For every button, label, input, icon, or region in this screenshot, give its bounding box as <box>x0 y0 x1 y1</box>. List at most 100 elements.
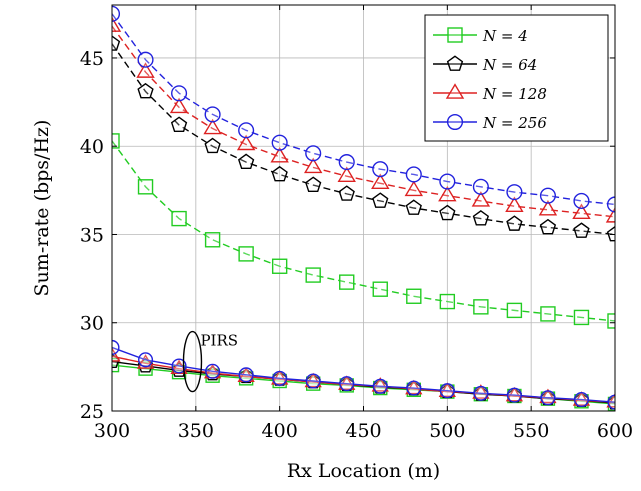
data-point <box>270 147 289 163</box>
data-point <box>438 185 457 202</box>
series-line <box>112 25 615 218</box>
data-point <box>540 390 556 406</box>
data-point <box>169 97 189 114</box>
data-point <box>539 388 557 404</box>
data-point <box>471 191 491 207</box>
data-point <box>473 385 489 401</box>
data-point <box>112 35 121 51</box>
legend-entry: N = 128 <box>433 83 547 103</box>
data-point <box>372 281 388 297</box>
data-point <box>439 293 456 310</box>
y-axis-label: Sum-rate (bps/Hz) <box>31 120 53 297</box>
data-point <box>170 116 188 132</box>
series-line <box>112 346 615 403</box>
data-point <box>446 55 464 71</box>
data-point <box>112 357 120 373</box>
series-1 <box>112 35 615 242</box>
y-tick-label: 45 <box>80 48 104 70</box>
data-point <box>138 352 154 368</box>
annotations: PIRS <box>182 330 238 393</box>
legend-label: N = 256 <box>482 114 547 132</box>
x-tick-label: 550 <box>513 420 549 442</box>
x-tick-label: 300 <box>94 420 130 442</box>
data-point <box>339 376 355 392</box>
data-point <box>372 161 389 178</box>
data-point <box>472 384 490 399</box>
data-point <box>539 187 556 204</box>
data-point <box>171 85 188 102</box>
data-point <box>339 274 355 290</box>
series-line <box>112 43 615 236</box>
legend-entry: N = 4 <box>433 27 528 45</box>
data-point <box>305 373 321 389</box>
data-point <box>338 154 355 171</box>
series-line <box>112 140 615 322</box>
data-point <box>303 157 323 174</box>
data-point <box>171 210 187 227</box>
y-tick-label: 35 <box>80 224 104 246</box>
data-point <box>137 82 154 99</box>
data-point <box>573 309 590 326</box>
data-point <box>406 380 422 396</box>
series-7 <box>112 339 615 410</box>
data-point <box>203 118 222 135</box>
data-point <box>404 180 424 197</box>
data-point <box>136 62 155 78</box>
data-point <box>372 378 388 394</box>
data-point <box>338 185 355 201</box>
data-point <box>112 16 122 32</box>
data-point <box>112 133 120 149</box>
x-tick-label: 500 <box>429 420 465 442</box>
data-point <box>205 363 221 379</box>
data-point <box>506 302 523 319</box>
data-point <box>505 196 524 212</box>
data-point <box>305 145 322 162</box>
data-point <box>606 393 615 408</box>
y-tick-label: 25 <box>80 401 104 423</box>
data-point <box>271 165 288 182</box>
data-point <box>371 173 390 190</box>
data-point <box>171 358 187 374</box>
data-point <box>539 218 557 235</box>
data-point <box>573 192 590 209</box>
data-point <box>112 347 121 362</box>
data-point <box>305 176 322 192</box>
pirs-label: PIRS <box>200 332 238 350</box>
data-point <box>237 153 255 170</box>
data-point <box>538 199 558 216</box>
y-tick-label: 40 <box>80 136 104 158</box>
data-point <box>137 179 154 195</box>
data-point <box>405 166 422 183</box>
data-point <box>506 387 522 403</box>
data-point <box>447 27 463 43</box>
data-point <box>572 203 591 220</box>
x-tick-label: 450 <box>345 420 381 442</box>
data-point <box>406 288 422 304</box>
data-point <box>236 134 256 151</box>
data-point <box>137 51 154 68</box>
data-point <box>607 313 615 329</box>
x-tick-label: 600 <box>597 420 633 442</box>
data-point <box>446 113 464 131</box>
series-layer <box>112 5 615 411</box>
legend-label: N = 64 <box>482 56 537 74</box>
data-point <box>271 134 288 151</box>
data-point <box>606 225 615 242</box>
legend-box <box>424 14 609 142</box>
data-point <box>473 299 489 315</box>
data-point <box>272 370 288 386</box>
data-point <box>573 392 589 408</box>
data-point <box>238 246 254 262</box>
data-point <box>439 383 455 399</box>
data-point <box>238 122 255 139</box>
data-point <box>472 178 489 195</box>
x-tick-label: 350 <box>178 420 214 442</box>
data-point <box>305 267 321 283</box>
data-point <box>271 258 288 274</box>
data-point <box>606 196 615 213</box>
data-point <box>204 137 221 154</box>
series-0 <box>112 133 615 329</box>
data-point <box>506 215 523 231</box>
data-point <box>472 210 490 226</box>
